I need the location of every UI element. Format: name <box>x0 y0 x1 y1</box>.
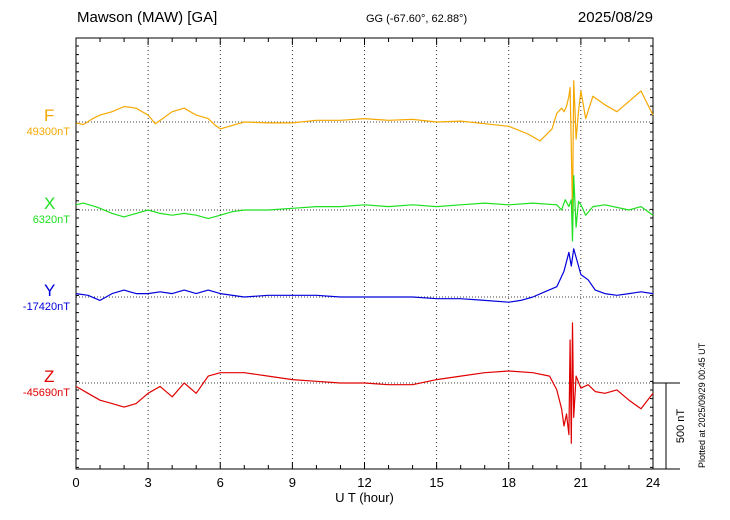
series-label-y: Y <box>44 281 56 300</box>
series-line-y <box>75 248 654 303</box>
x-tick-label: 18 <box>502 475 516 490</box>
station-title: Mawson (MAW) [GA] <box>77 9 218 26</box>
x-tick-label: 21 <box>574 475 588 490</box>
series-line-z <box>75 322 654 444</box>
series-label-f: F <box>44 106 55 125</box>
series-baseline-y: -17420nT <box>22 301 70 313</box>
scale-bar-label: 500 nT <box>675 409 687 444</box>
series-line-f <box>75 80 654 216</box>
x-axis-label: U T (hour) <box>335 490 394 505</box>
series-baseline-x: 6320nT <box>32 214 70 226</box>
series-baseline-z: -45690nT <box>22 387 70 399</box>
plot-date: 2025/08/29 <box>577 9 653 26</box>
x-tick-label: 15 <box>429 475 443 490</box>
x-tick-label: 0 <box>72 475 79 490</box>
geographic-coordinates: GG (-67.60°, 62.88°) <box>366 13 468 25</box>
x-tick-label: 9 <box>289 475 296 490</box>
plotted-timestamp: Plotted at 2025/09/29 00:45 UT <box>697 342 707 468</box>
series-label-z: Z <box>44 367 55 386</box>
series-line-x <box>75 175 654 242</box>
x-tick-label: 24 <box>646 475 660 490</box>
series-label-x: X <box>44 194 56 213</box>
series-baseline-f: 49300nT <box>26 126 70 138</box>
x-tick-label: 12 <box>357 475 371 490</box>
x-tick-label: 3 <box>145 475 152 490</box>
x-tick-label: 6 <box>217 475 224 490</box>
